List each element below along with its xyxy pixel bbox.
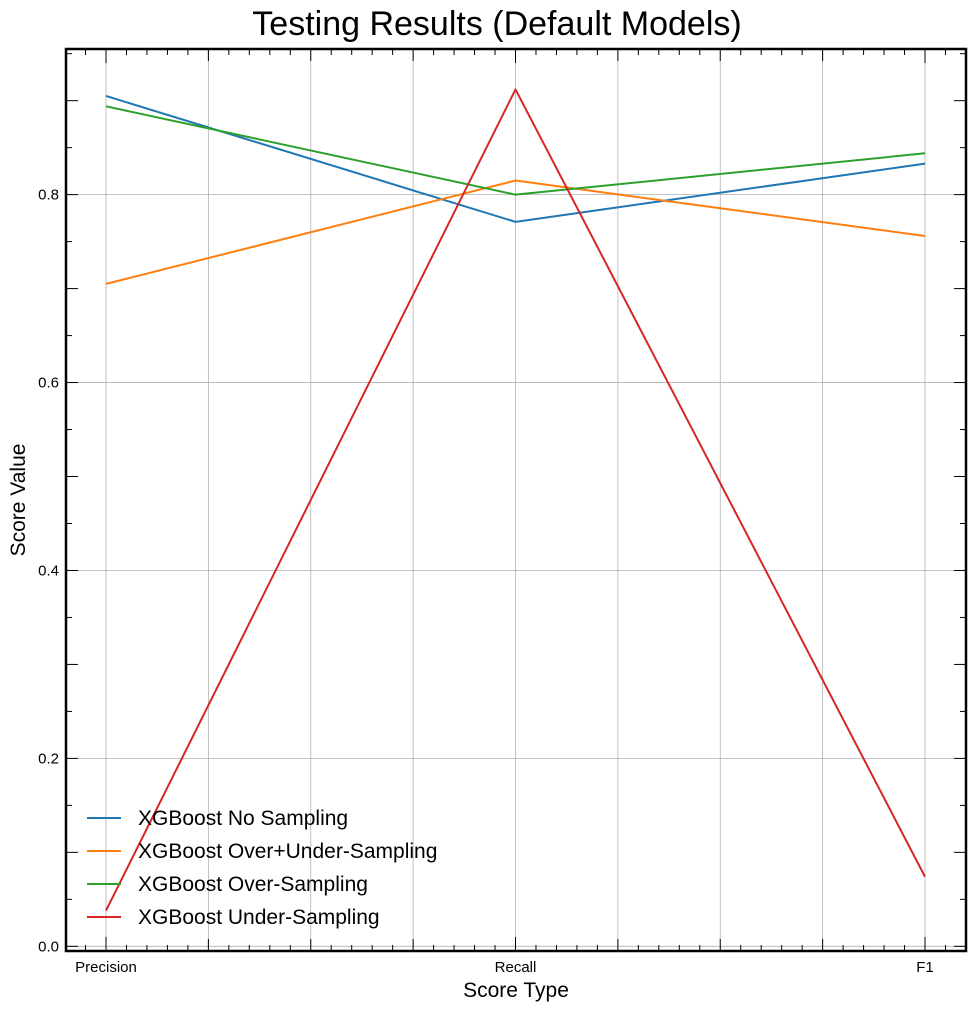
x-tick-label: Precision: [75, 959, 137, 976]
y-tick-label: 0.2: [38, 750, 59, 767]
y-axis-label: Score Value: [7, 444, 30, 557]
series-line-1: [105, 95, 926, 223]
y-tick-label: 0.0: [38, 938, 59, 955]
legend-entry-label: XGBoost Over-Sampling: [138, 873, 368, 896]
tick-label-layer: 0.0 0.2 0.4 0.6 0.8 Precision Recall F1: [38, 187, 934, 976]
x-axis-label: Score Type: [463, 979, 569, 1002]
x-tick-label: Recall: [495, 959, 537, 976]
series-line-2: [105, 179, 926, 285]
chart-title: Testing Results (Default Models): [252, 5, 741, 43]
series-layer: [105, 88, 926, 912]
legend-entry-label: XGBoost No Sampling: [138, 807, 348, 830]
x-tick-label: F1: [916, 959, 934, 976]
legend: XGBoost No Sampling XGBoost Over+Under-Sa…: [87, 807, 437, 929]
tick-layer: [66, 49, 967, 951]
plot-frame: [64, 47, 968, 953]
y-tick-label: 0.4: [38, 562, 59, 579]
legend-entry-label: XGBoost Under-Sampling: [138, 906, 380, 929]
legend-entry-label: XGBoost Over+Under-Sampling: [138, 840, 437, 863]
y-tick-label: 0.8: [38, 187, 59, 204]
series-line-3: [105, 105, 926, 196]
y-tick-label: 0.6: [38, 375, 59, 392]
series-line-4: [105, 88, 926, 912]
